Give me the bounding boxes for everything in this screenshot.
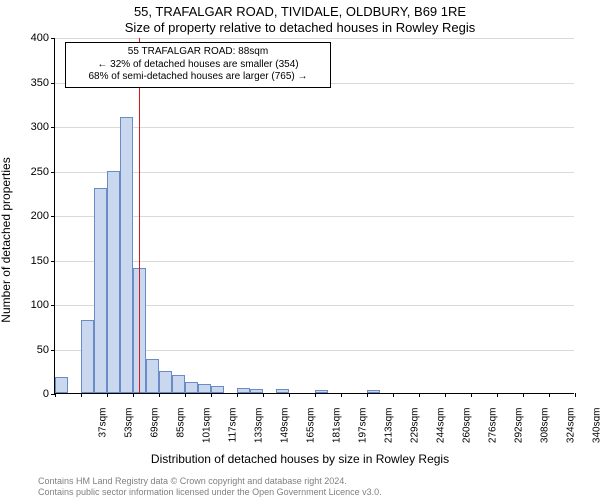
histogram-bar xyxy=(146,359,159,393)
y-tick-label: 250 xyxy=(31,166,55,178)
x-tick xyxy=(185,393,186,397)
x-tick-label: 340sqm xyxy=(592,408,600,458)
x-tick-label: 197sqm xyxy=(358,408,369,458)
x-tick-label: 37sqm xyxy=(98,408,109,458)
x-tick-label: 260sqm xyxy=(462,408,473,458)
x-tick-label: 244sqm xyxy=(436,408,447,458)
x-tick xyxy=(523,393,524,397)
annotation-line3: 68% of semi-detached houses are larger (… xyxy=(72,71,324,84)
chart-title-line2: Size of property relative to detached ho… xyxy=(0,20,600,35)
x-tick xyxy=(315,393,316,397)
x-tick xyxy=(367,393,368,397)
y-axis-label: Number of detached properties xyxy=(0,157,13,322)
y-tick-label: 50 xyxy=(37,344,55,356)
histogram-bar xyxy=(250,389,263,393)
histogram-bar xyxy=(159,371,172,393)
x-tick xyxy=(159,393,160,397)
x-tick xyxy=(419,393,420,397)
histogram-bar xyxy=(211,386,224,393)
x-tick-label: 213sqm xyxy=(384,408,395,458)
x-tick-label: 276sqm xyxy=(488,408,499,458)
histogram-bar xyxy=(172,375,185,393)
histogram-bar xyxy=(94,188,107,393)
y-tick-label: 0 xyxy=(43,388,55,400)
x-tick xyxy=(393,393,394,397)
x-tick xyxy=(107,393,108,397)
x-tick-label: 85sqm xyxy=(176,408,187,458)
y-tick-label: 100 xyxy=(31,299,55,311)
histogram-bar xyxy=(367,390,380,393)
x-tick xyxy=(497,393,498,397)
x-axis-label: Distribution of detached houses by size … xyxy=(0,452,600,466)
y-tick-label: 400 xyxy=(31,32,55,44)
footer-line2: Contains public sector information licen… xyxy=(38,487,382,498)
y-tick-label: 350 xyxy=(31,77,55,89)
x-tick-label: 149sqm xyxy=(280,408,291,458)
histogram-chart: 55, TRAFALGAR ROAD, TIVIDALE, OLDBURY, B… xyxy=(0,0,600,500)
annotation-line2: ← 32% of detached houses are smaller (35… xyxy=(72,59,324,72)
x-tick xyxy=(341,393,342,397)
x-tick xyxy=(81,393,82,397)
histogram-bar xyxy=(120,117,133,393)
plot-area: 05010015020025030035040037sqm53sqm69sqm8… xyxy=(54,38,574,394)
footer-attribution: Contains HM Land Registry data © Crown c… xyxy=(38,476,382,499)
x-tick xyxy=(211,393,212,397)
histogram-bar xyxy=(55,377,68,393)
histogram-bar xyxy=(185,382,198,393)
histogram-bar xyxy=(276,389,289,393)
y-tick-label: 150 xyxy=(31,255,55,267)
x-tick-label: 69sqm xyxy=(150,408,161,458)
annotation-box: 55 TRAFALGAR ROAD: 88sqm ← 32% of detach… xyxy=(65,42,331,88)
x-tick-label: 133sqm xyxy=(254,408,265,458)
chart-title-line1: 55, TRAFALGAR ROAD, TIVIDALE, OLDBURY, B… xyxy=(0,4,600,19)
x-tick-label: 101sqm xyxy=(202,408,213,458)
x-tick xyxy=(471,393,472,397)
x-tick-label: 165sqm xyxy=(306,408,317,458)
x-tick-label: 292sqm xyxy=(514,408,525,458)
x-tick xyxy=(263,393,264,397)
histogram-bar xyxy=(81,320,94,393)
histogram-bar xyxy=(198,384,211,393)
x-tick xyxy=(445,393,446,397)
histogram-bar xyxy=(107,171,120,394)
annotation-line1: 55 TRAFALGAR ROAD: 88sqm xyxy=(72,46,324,59)
footer-line1: Contains HM Land Registry data © Crown c… xyxy=(38,476,382,487)
x-tick-label: 117sqm xyxy=(228,408,239,458)
grid-line xyxy=(55,38,574,39)
y-tick-label: 300 xyxy=(31,121,55,133)
histogram-bar xyxy=(237,388,250,393)
reference-line xyxy=(139,38,140,393)
x-tick-label: 324sqm xyxy=(566,408,577,458)
x-tick xyxy=(549,393,550,397)
y-tick-label: 200 xyxy=(31,210,55,222)
histogram-bar xyxy=(315,390,328,393)
x-tick xyxy=(237,393,238,397)
x-tick xyxy=(133,393,134,397)
x-tick-label: 181sqm xyxy=(332,408,343,458)
x-tick xyxy=(289,393,290,397)
x-tick xyxy=(575,393,576,397)
x-tick-label: 308sqm xyxy=(540,408,551,458)
x-tick-label: 229sqm xyxy=(410,408,421,458)
x-tick xyxy=(55,393,56,397)
x-tick-label: 53sqm xyxy=(124,408,135,458)
